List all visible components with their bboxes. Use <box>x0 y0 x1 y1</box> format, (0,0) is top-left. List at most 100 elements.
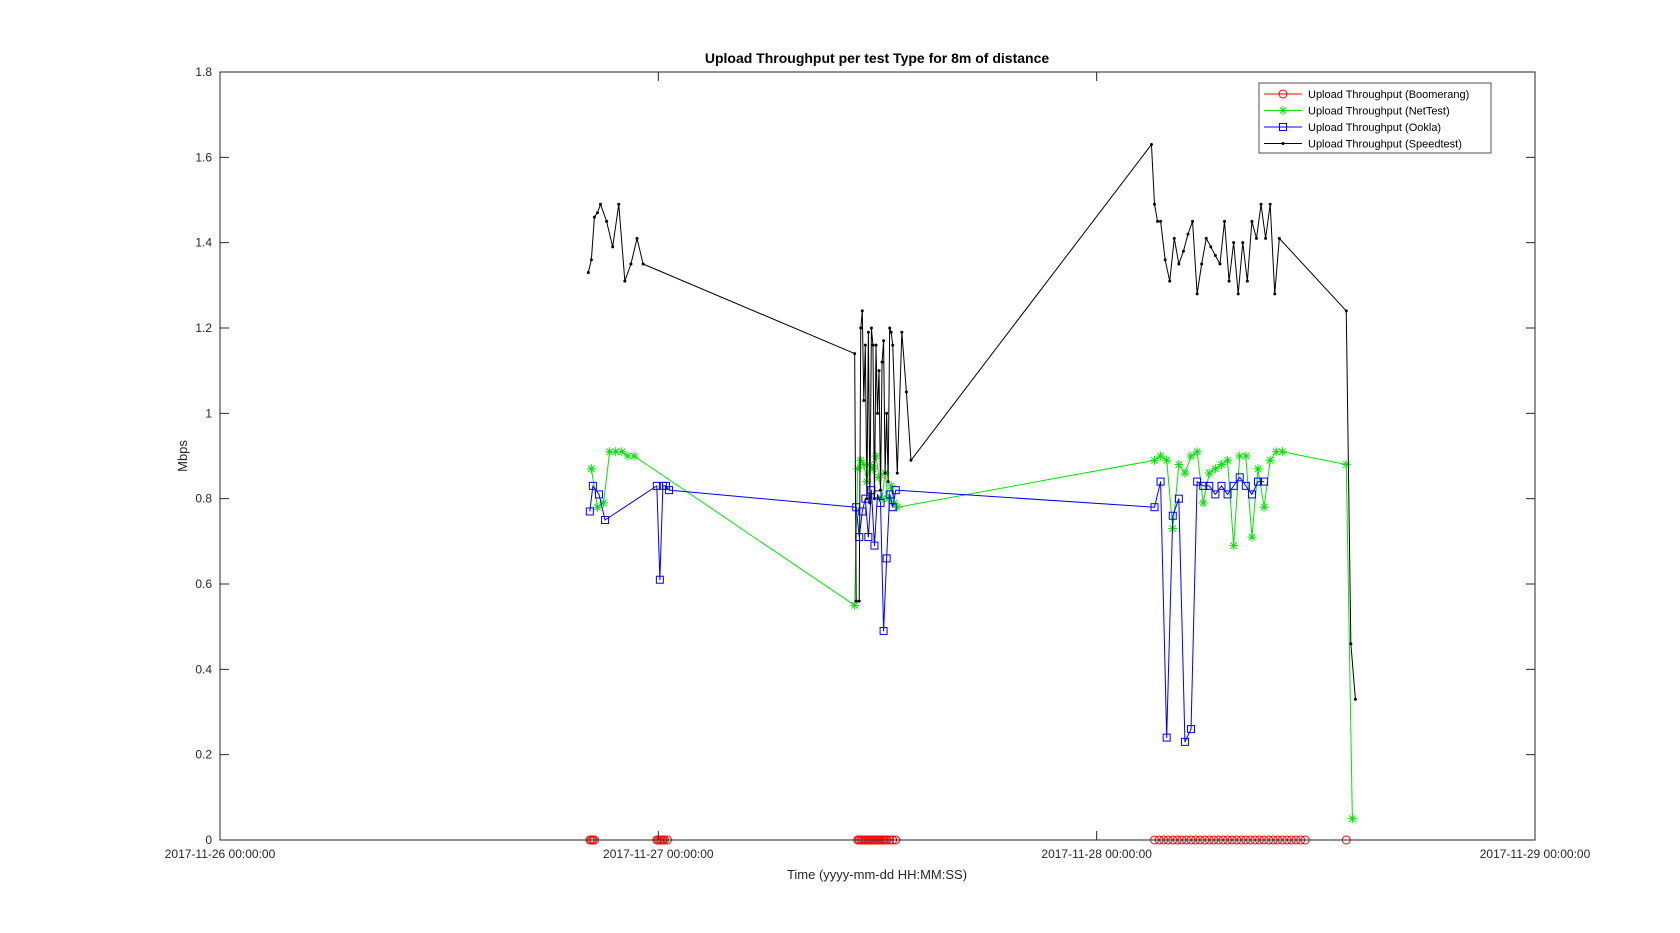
x-tick-label: 2017-11-26 00:00:00 <box>165 847 276 861</box>
data-point <box>860 309 864 313</box>
data-point <box>1349 642 1353 646</box>
data-point <box>864 533 873 542</box>
data-point <box>854 599 858 603</box>
data-point <box>1253 464 1263 474</box>
data-point <box>617 447 627 457</box>
data-point <box>876 411 879 415</box>
x-tick-label: 2017-11-27 00:00:00 <box>603 847 714 861</box>
data-point <box>885 490 894 499</box>
data-point <box>1279 123 1287 131</box>
data-point <box>870 541 879 550</box>
data-point <box>1235 451 1245 461</box>
data-point <box>1223 455 1233 465</box>
data-point <box>882 554 891 563</box>
data-point <box>886 480 890 484</box>
data-point <box>592 215 596 219</box>
data-point <box>1260 477 1269 486</box>
data-point <box>1223 490 1232 499</box>
data-point <box>595 211 599 215</box>
series-line <box>587 144 1356 700</box>
x-tick-label: 2017-11-29 00:00:00 <box>1480 847 1591 861</box>
data-point <box>871 451 881 461</box>
data-point <box>856 455 866 465</box>
data-point <box>1250 219 1254 223</box>
data-point <box>877 369 881 373</box>
data-point <box>1181 249 1185 253</box>
data-point <box>652 481 661 490</box>
data-point <box>1264 236 1268 240</box>
data-point <box>592 502 602 512</box>
y-tick-label: 1 <box>205 406 212 420</box>
data-point <box>853 464 863 474</box>
data-point <box>883 471 887 475</box>
data-point <box>1265 455 1275 465</box>
data-point <box>1204 468 1214 478</box>
data-point <box>588 481 597 490</box>
data-point <box>599 498 609 508</box>
data-point <box>1213 253 1217 257</box>
data-point <box>1259 502 1269 512</box>
data-point <box>594 490 603 499</box>
data-point <box>617 202 621 206</box>
data-point <box>862 399 866 403</box>
data-point <box>1172 236 1176 240</box>
data-point <box>1195 292 1199 296</box>
data-point <box>605 447 615 457</box>
data-point <box>1210 464 1220 474</box>
data-point <box>598 202 602 206</box>
data-point <box>874 472 884 482</box>
data-point <box>1277 447 1287 457</box>
data-point <box>886 481 896 491</box>
legend: Upload Throughput (Boomerang) Upload Thro… <box>1258 82 1492 154</box>
data-point <box>1254 236 1258 240</box>
data-point <box>900 330 904 334</box>
data-point <box>1216 460 1226 470</box>
data-point <box>853 352 857 356</box>
data-point <box>858 507 867 516</box>
data-point <box>1187 725 1196 734</box>
data-point <box>1177 262 1181 266</box>
data-point <box>877 494 887 504</box>
data-point <box>876 498 885 507</box>
data-point <box>1241 241 1245 245</box>
data-point <box>629 262 633 266</box>
x-tick-label: 2017-11-28 00:00:00 <box>1041 847 1152 861</box>
data-point <box>1168 511 1177 520</box>
y-tick-label: 0.6 <box>195 577 212 591</box>
data-point <box>1156 477 1165 486</box>
data-point <box>863 343 867 347</box>
data-point <box>1218 262 1222 266</box>
data-point <box>664 486 673 495</box>
data-point <box>889 498 899 508</box>
data-point <box>586 464 596 474</box>
data-point <box>865 497 869 501</box>
tick-layer: 0 0.2 0.4 0.6 0.8 1 1.2 1.4 1.6 1.8 2017-11-26 00:… <box>165 65 1591 861</box>
data-point <box>1200 262 1204 266</box>
data-point <box>601 516 610 524</box>
data-point <box>1174 460 1184 470</box>
data-point <box>1180 737 1189 746</box>
data-point <box>859 326 863 330</box>
data-point <box>1271 447 1281 457</box>
data-point <box>861 494 870 503</box>
data-point <box>1217 481 1226 490</box>
data-point <box>872 497 876 501</box>
data-point <box>1156 219 1160 223</box>
data-point <box>1149 143 1153 147</box>
data-point <box>1277 236 1281 240</box>
data-point <box>1174 494 1183 503</box>
y-tick-label: 1.2 <box>195 321 212 335</box>
legend-entry: Upload Throughput (Ookla) <box>1308 122 1441 134</box>
data-point <box>1259 202 1263 206</box>
data-point <box>1191 219 1195 223</box>
data-point <box>895 471 899 475</box>
data-point <box>1223 219 1227 223</box>
y-tick-label: 0.8 <box>195 492 212 506</box>
data-point <box>1344 309 1348 313</box>
x-axis-label: Time (yyyy-mm-dd HH:MM:SS) <box>787 867 967 882</box>
series-square <box>585 473 1269 746</box>
data-point <box>1209 245 1213 249</box>
data-point <box>1180 468 1190 478</box>
y-axis-label: Mbps <box>175 440 190 472</box>
